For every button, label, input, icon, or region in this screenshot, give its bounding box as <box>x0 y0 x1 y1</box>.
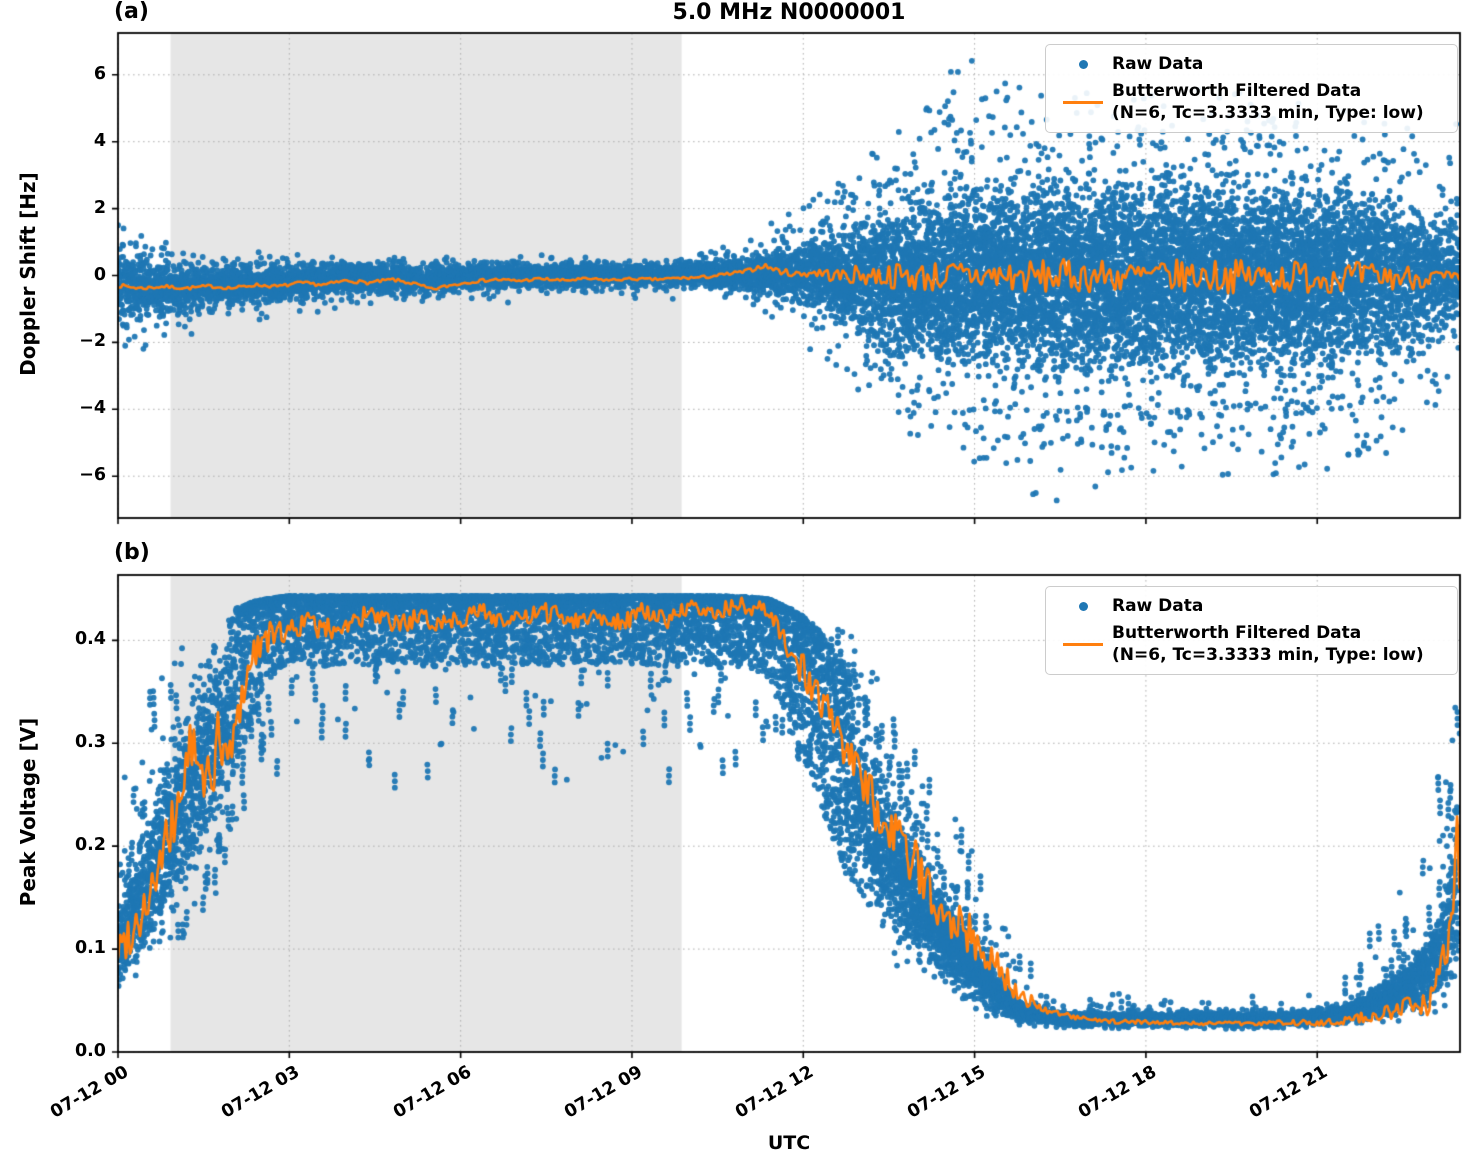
legend-raw-entry: Raw Data <box>1054 595 1447 617</box>
raw-data-marker-icon <box>1054 59 1112 69</box>
legend-filtered-label-line2: (N=6, Tc=3.3333 min, Type: low) <box>1112 103 1424 124</box>
legend-raw-label: Raw Data <box>1112 54 1204 74</box>
filtered-line-marker-icon <box>1054 100 1112 104</box>
chart-title: 5.0 MHz N0000001 <box>672 0 906 25</box>
legend-filtered-label-line2: (N=6, Tc=3.3333 min, Type: low) <box>1112 645 1424 666</box>
legend-filtered-label: Butterworth Filtered Data (N=6, Tc=3.333… <box>1112 80 1424 124</box>
raw-data-marker-icon <box>1054 601 1112 611</box>
panel-b-label: (b) <box>114 540 150 565</box>
legend-filtered-label-line1: Butterworth Filtered Data <box>1112 623 1362 644</box>
filtered-line-marker-icon <box>1054 642 1112 646</box>
panel-b-y-axis-title: Peak Voltage [V] <box>16 717 40 907</box>
legend-filtered-label-line1: Butterworth Filtered Data <box>1112 81 1362 102</box>
x-axis-title: UTC <box>767 1132 811 1154</box>
legend-filtered-entry: Butterworth Filtered Data (N=6, Tc=3.333… <box>1054 622 1447 666</box>
legend-filtered-entry: Butterworth Filtered Data (N=6, Tc=3.333… <box>1054 80 1447 124</box>
legend-filtered-label: Butterworth Filtered Data (N=6, Tc=3.333… <box>1112 622 1424 666</box>
panel-b-legend: Raw Data Butterworth Filtered Data (N=6,… <box>1045 586 1458 676</box>
panel-a-label: (a) <box>114 0 149 24</box>
legend-raw-label: Raw Data <box>1112 596 1204 616</box>
legend-raw-entry: Raw Data <box>1054 53 1447 75</box>
panel-a-legend: Raw Data Butterworth Filtered Data (N=6,… <box>1045 44 1458 134</box>
panel-a-y-axis-title: Doppler Shift [Hz] <box>16 172 40 376</box>
